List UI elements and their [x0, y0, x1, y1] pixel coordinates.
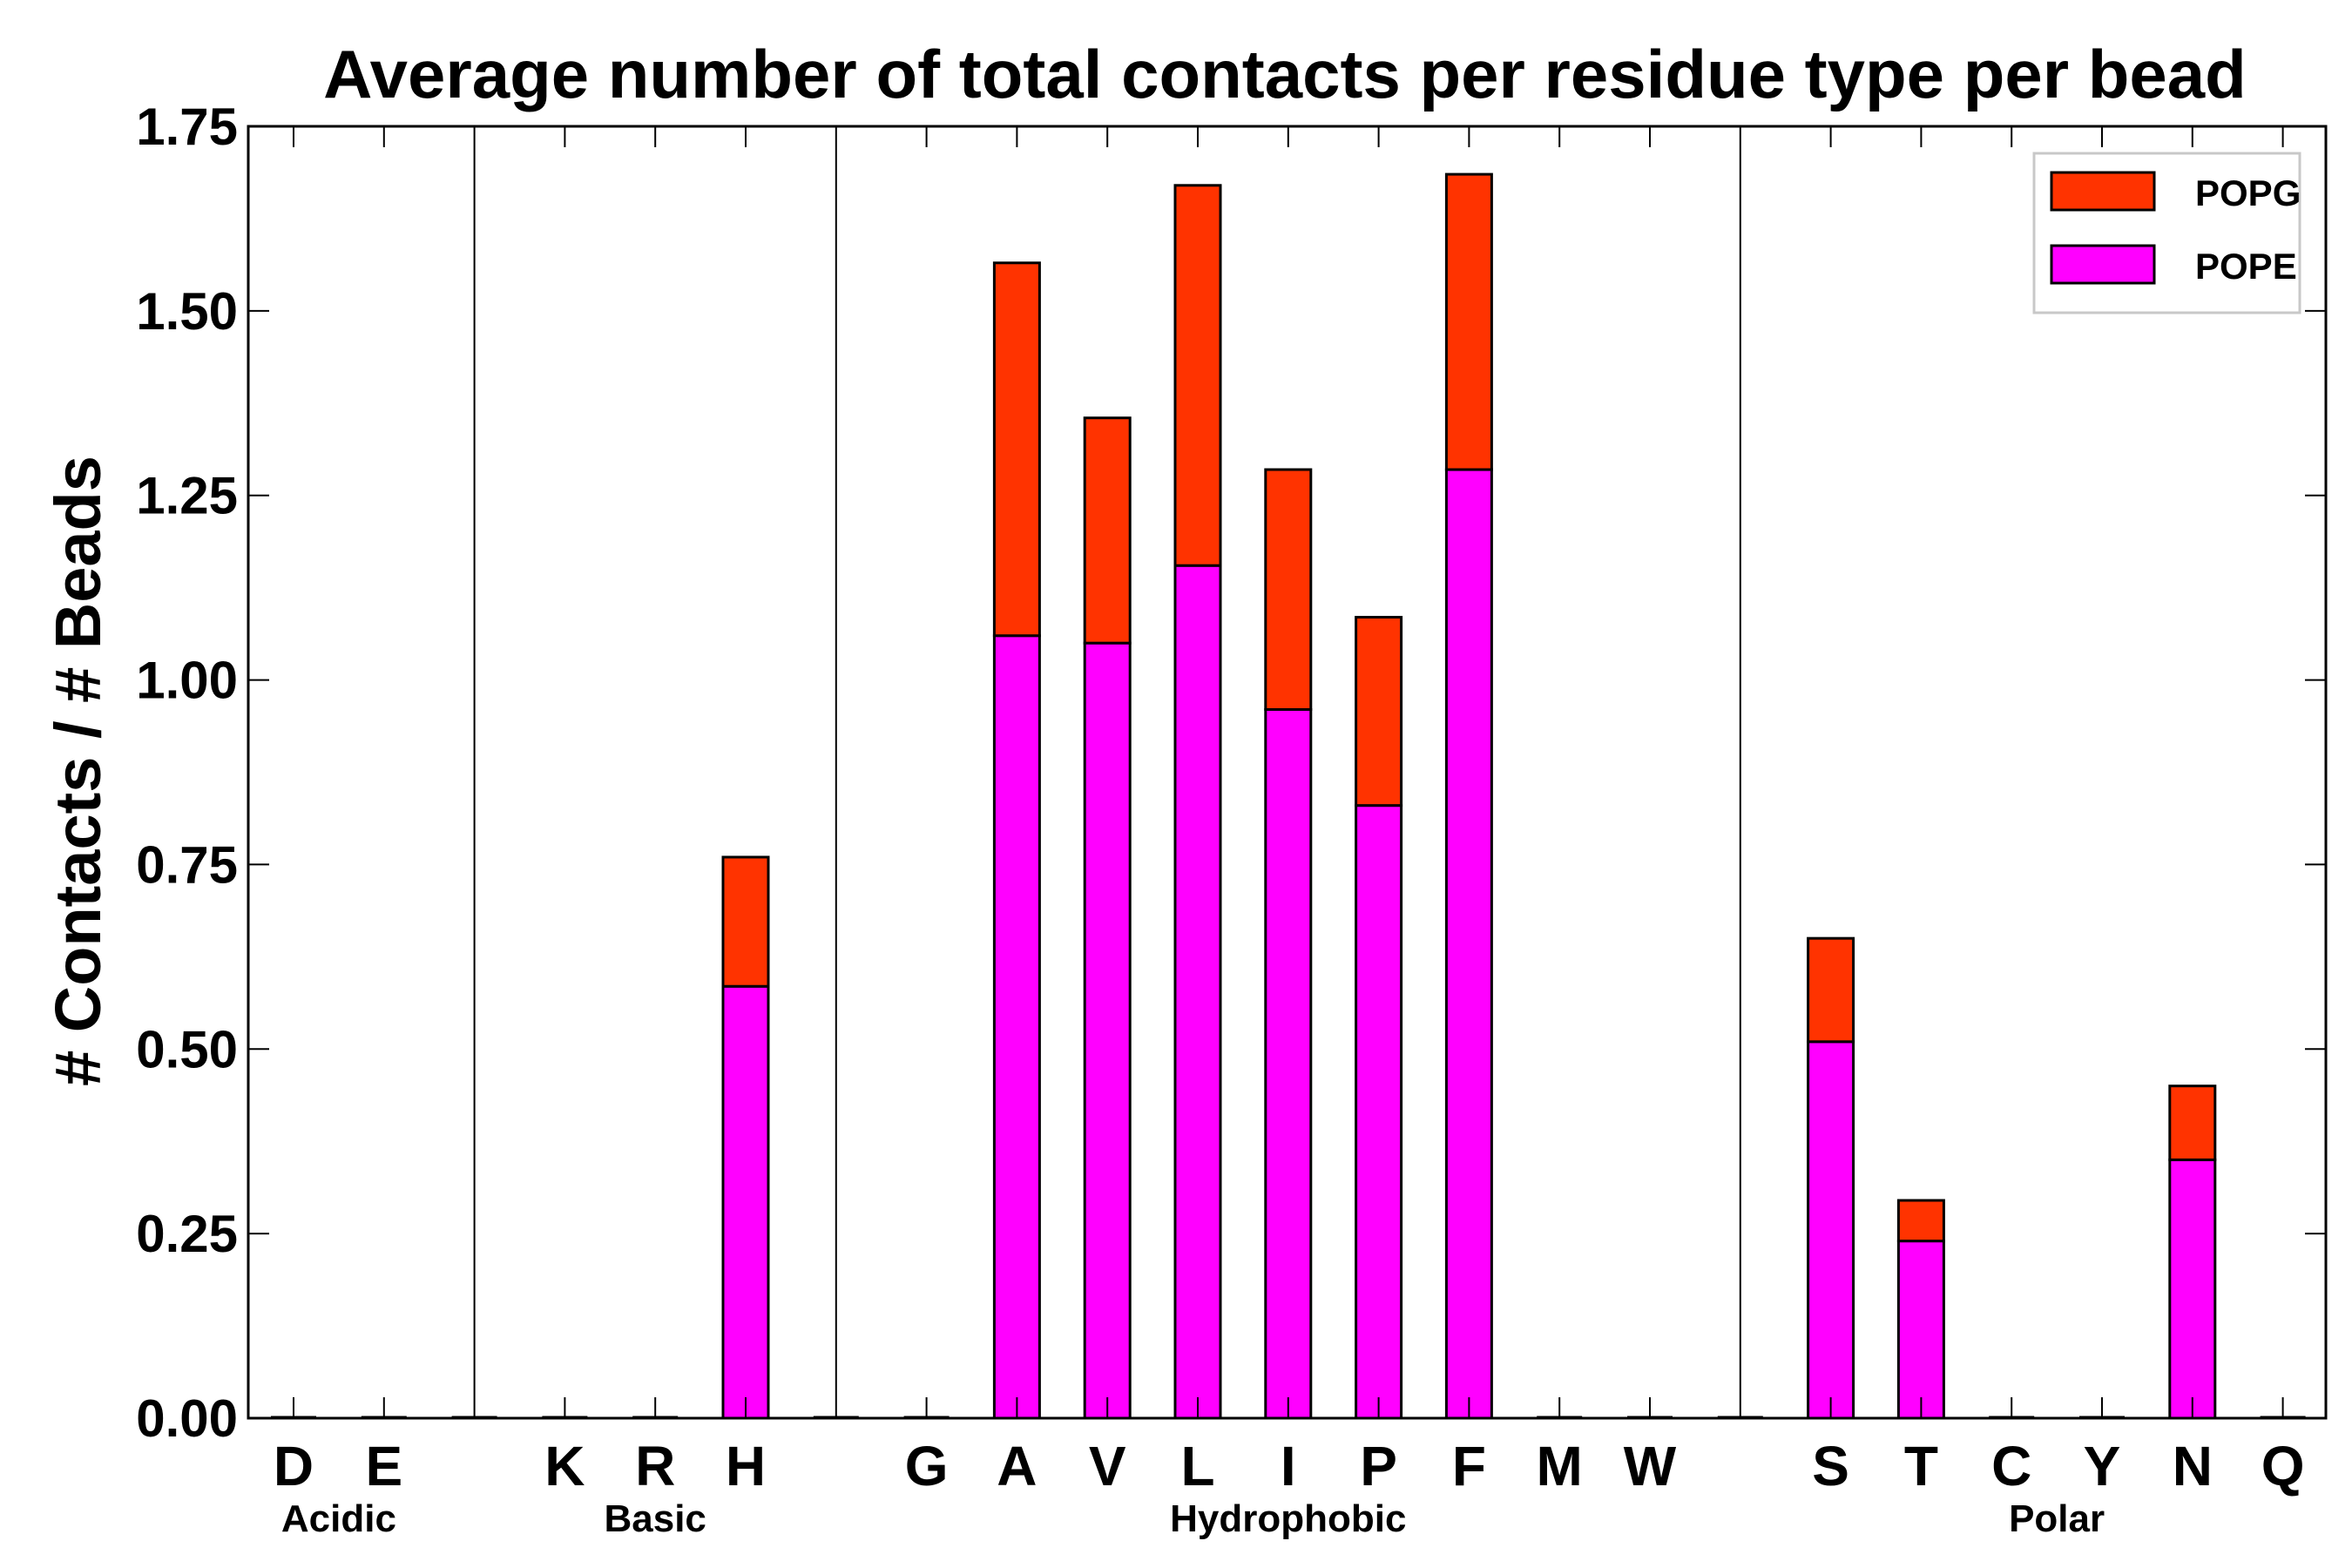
x-tick-label-M: M [1537, 1435, 1583, 1497]
legend: POPG POPE [2032, 152, 2301, 314]
bar-pope-A [992, 634, 1041, 1420]
y-tick-label: 1.50 [136, 282, 238, 341]
bar-popg-F [1444, 172, 1493, 471]
bar-pope-I [1264, 707, 1313, 1420]
y-tick-label: 1.75 [136, 98, 238, 156]
x-tick-label-G: G [905, 1435, 949, 1497]
bar-popg-P [1355, 616, 1403, 808]
bar-popg-A [992, 261, 1041, 638]
bar-popg-H [721, 855, 770, 988]
x-tick-label-N: N [2173, 1435, 2213, 1497]
bar-popg-L [1173, 184, 1222, 567]
y-tick-label: 0.25 [136, 1205, 238, 1263]
bar-pope-F [1444, 468, 1493, 1420]
group-label-polar: Polar [2009, 1497, 2105, 1540]
x-tick-label-A: A [997, 1435, 1037, 1497]
bar-pope-L [1173, 564, 1222, 1420]
x-tick-label-H: H [726, 1435, 766, 1497]
x-tick-label-L: L [1180, 1435, 1214, 1497]
x-tick-label-R: R [635, 1435, 675, 1497]
bar-popg-V [1083, 416, 1132, 645]
bar-popg-S [1807, 936, 1855, 1044]
x-tick-label-P: P [1360, 1435, 1397, 1497]
x-tick-label-D: D [274, 1435, 314, 1497]
group-label-basic: Basic [604, 1497, 706, 1540]
bar-pope-N [2168, 1158, 2217, 1420]
y-tick-label: 1.00 [136, 652, 238, 710]
x-tick-label-K: K [544, 1435, 585, 1497]
x-tick-label-Q: Q [2261, 1435, 2305, 1497]
axes-frame [247, 125, 2328, 1420]
y-tick-label: 1.25 [136, 467, 238, 525]
bar-pope-V [1083, 641, 1132, 1420]
x-tick-label-T: T [1904, 1435, 1938, 1497]
group-label-acidic: Acidic [281, 1497, 396, 1540]
y-tick-label: 0.00 [136, 1389, 238, 1448]
legend-label-popg: POPG [2195, 172, 2301, 213]
plot-area: 0.00 0.25 0.50 0.75 1.00 1.25 1.50 1.75 D E K R H G A V… [136, 98, 2328, 1540]
x-tick-label-V: V [1089, 1435, 1126, 1497]
group-label-hydrophobic: Hydrophobic [1170, 1497, 1406, 1540]
bar-pope-S [1807, 1040, 1855, 1420]
x-tick-label-E: E [365, 1435, 402, 1497]
bar-popg-T [1896, 1199, 1945, 1243]
x-tick-label-S: S [1812, 1435, 1849, 1497]
legend-swatch-pope [2050, 244, 2156, 285]
chart-title: Average number of total contacts per res… [323, 36, 2247, 112]
x-tick-label-Y: Y [2084, 1435, 2121, 1497]
legend-swatch-popg [2050, 171, 2156, 212]
y-tick-label: 0.50 [136, 1020, 238, 1078]
bar-pope-P [1355, 804, 1403, 1420]
y-tick-label: 0.75 [136, 835, 238, 894]
x-tick-label-C: C [1991, 1435, 2031, 1497]
y-axis-label: # Contacts / # Beads [42, 456, 114, 1086]
x-tick-label-I: I [1281, 1435, 1296, 1497]
bar-pope-H [721, 984, 770, 1420]
legend-label-pope: POPE [2195, 246, 2297, 287]
bar-popg-N [2168, 1085, 2217, 1161]
bar-popg-I [1264, 468, 1313, 711]
x-tick-label-W: W [1624, 1435, 1677, 1497]
x-tick-label-F: F [1452, 1435, 1486, 1497]
bar-pope-T [1896, 1240, 1945, 1420]
